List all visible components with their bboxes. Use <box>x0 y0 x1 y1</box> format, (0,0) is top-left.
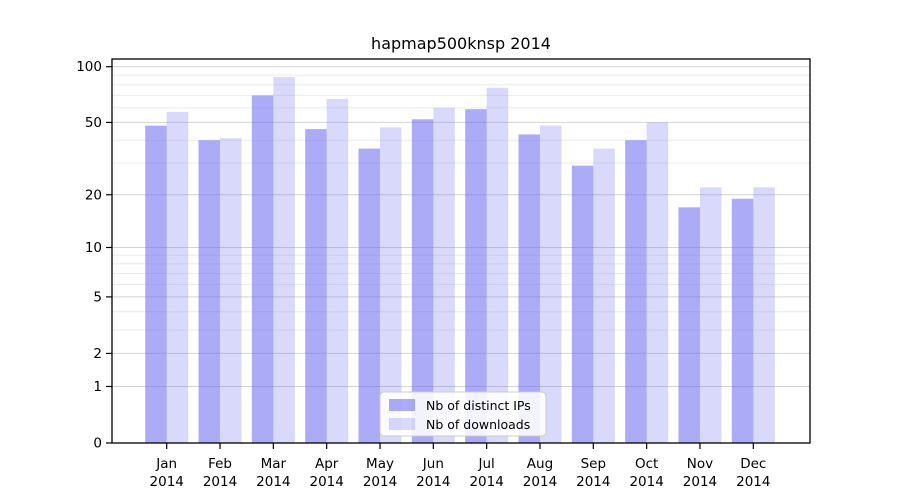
legend-label-distinct-ips: Nb of distinct IPs <box>426 398 531 413</box>
y-tick-label-0: 0 <box>93 436 102 452</box>
bar-oct-downloads <box>646 122 669 443</box>
bar-oct-distinct-ips <box>625 140 647 443</box>
legend-label-downloads: Nb of downloads <box>426 417 530 432</box>
x-axis-ticks: Jan 2014 Feb 2014 Mar 2014 Apr 2014 May 2014 Jun 20… <box>150 443 770 490</box>
bar-sep-downloads <box>593 148 615 444</box>
bar-jul-downloads <box>486 87 509 443</box>
x-tick-label-year: 2014 <box>683 474 717 490</box>
bar-mar-downloads <box>273 77 295 443</box>
x-tick-label-year: 2014 <box>256 474 290 490</box>
bar-feb-distinct-ips <box>198 140 221 443</box>
bar-nov-distinct-ips <box>678 207 700 443</box>
x-tick-label-month: Apr <box>315 456 339 472</box>
y-tick-label-20: 20 <box>85 187 102 203</box>
chart-title: hapmap500knsp 2014 <box>371 34 551 53</box>
x-tick-label-month: Feb <box>208 456 232 472</box>
x-tick-label-year: 2014 <box>523 474 557 490</box>
x-tick-label-month: Oct <box>635 456 658 472</box>
x-tick-label-year: 2014 <box>150 474 184 490</box>
x-tick-label-year: 2014 <box>576 474 610 490</box>
x-tick-label-year: 2014 <box>310 474 344 490</box>
legend: Nb of distinct IPs Nb of downloads <box>379 391 547 437</box>
x-tick-label-month: Aug <box>527 456 553 472</box>
bar-may-distinct-ips <box>358 148 381 444</box>
plot-frame <box>111 58 811 444</box>
y-tick-label-1: 1 <box>93 379 102 395</box>
legend-box <box>379 391 547 437</box>
x-tick-label-month: Mar <box>261 456 287 472</box>
bar-jun-downloads <box>433 107 455 443</box>
x-tick-label-year: 2014 <box>736 474 770 490</box>
x-tick-label-month: Dec <box>740 456 766 472</box>
bar-apr-distinct-ips <box>305 129 327 443</box>
bar-nov-downloads <box>699 187 722 443</box>
x-tick-label-month: Jun <box>422 456 444 472</box>
bar-dec-downloads <box>753 187 775 443</box>
bar-mar-distinct-ips <box>251 95 274 444</box>
x-tick-label-month: Sep <box>581 456 606 472</box>
bar-feb-downloads <box>220 138 242 443</box>
minor-gridlines <box>112 74 810 331</box>
bar-aug-distinct-ips <box>518 134 540 443</box>
bar-aug-downloads <box>539 125 562 444</box>
y-tick-label-50: 50 <box>85 115 102 131</box>
bar-jul-distinct-ips <box>465 109 487 443</box>
bar-apr-downloads <box>326 98 349 443</box>
y-tick-label-2: 2 <box>93 346 102 362</box>
x-tick-label-month: Jan <box>155 456 177 472</box>
y-tick-label-100: 100 <box>76 59 102 75</box>
x-tick-label-year: 2014 <box>469 474 503 490</box>
legend-swatch-downloads <box>389 418 415 430</box>
bar-may-downloads <box>380 127 402 443</box>
y-tick-label-5: 5 <box>93 289 102 305</box>
x-tick-label-month: May <box>366 456 394 472</box>
y-tick-label-10: 10 <box>85 240 102 256</box>
x-tick-label-month: Nov <box>687 456 713 472</box>
x-tick-label-year: 2014 <box>416 474 450 490</box>
bar-jun-distinct-ips <box>411 119 434 443</box>
x-tick-label-year: 2014 <box>629 474 663 490</box>
x-tick-label-year: 2014 <box>203 474 237 490</box>
x-tick-label-month: Jul <box>478 456 495 472</box>
bar-jan-distinct-ips <box>145 125 167 444</box>
x-tick-label-year: 2014 <box>363 474 397 490</box>
bar-jan-downloads <box>166 111 189 444</box>
legend-swatch-distinct-ips <box>389 399 415 411</box>
bars <box>145 77 775 444</box>
y-axis-ticks: 0 1 2 5 10 20 50 100 <box>76 59 112 452</box>
bar-dec-distinct-ips <box>731 198 754 443</box>
bar-sep-distinct-ips <box>571 165 594 443</box>
